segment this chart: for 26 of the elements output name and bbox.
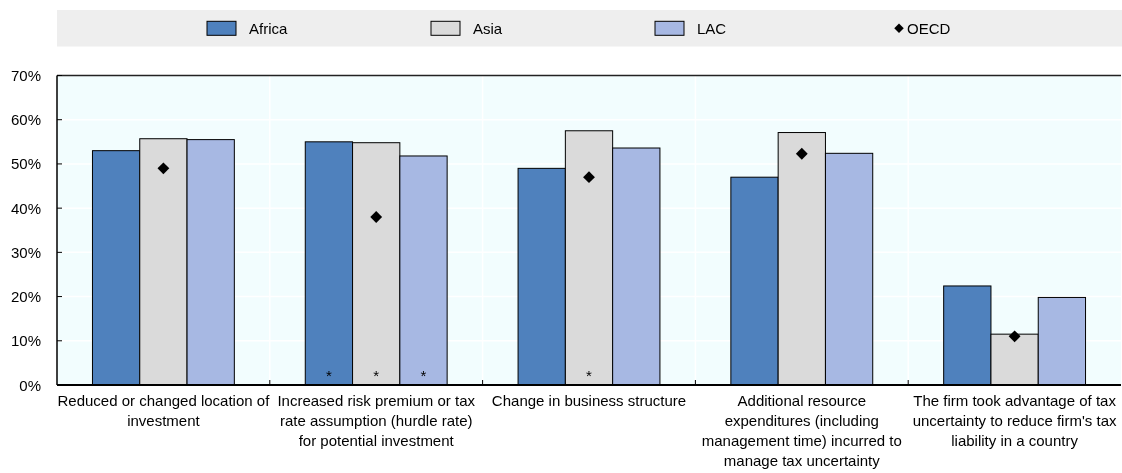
point [157, 162, 170, 175]
data-label: * [420, 367, 427, 384]
x-tick-label: Increased risk premium or tax rate assumption (hurdle rate) for potential investment [277, 392, 476, 449]
y-tick-label: 0% [19, 376, 41, 394]
y-tick-label: 70% [10, 67, 41, 84]
y-tick-label: 50% [10, 155, 41, 173]
y-tick-label: 60% [10, 111, 41, 129]
y-tick-label: 10% [10, 332, 41, 350]
x-tick-label: The firm took advantage of tax uncertainty to reduce firm's tax liability in a country [912, 392, 1117, 449]
y-tick-label: 40% [10, 199, 41, 217]
y-tick-label: 20% [10, 288, 41, 306]
x-tick-label: Reduced or changed location of investment [57, 392, 271, 429]
data-label: * [586, 367, 593, 384]
legend-label: LAC [697, 19, 727, 37]
y-tick-label: 30% [10, 243, 41, 261]
data-label: * [325, 367, 332, 384]
point [370, 211, 383, 223]
legend-label: OECD [907, 19, 951, 37]
legend-label: Africa [249, 19, 288, 37]
point [583, 171, 595, 184]
data-label: * [373, 367, 380, 384]
x-tick-label: Additional resource expenditures (including management time) incurred to manage tax uncertainty [701, 392, 902, 469]
x-tick-label: Change in business structure [491, 392, 687, 409]
point [1008, 330, 1021, 343]
legend-label: Asia [473, 19, 503, 37]
point [795, 147, 808, 160]
